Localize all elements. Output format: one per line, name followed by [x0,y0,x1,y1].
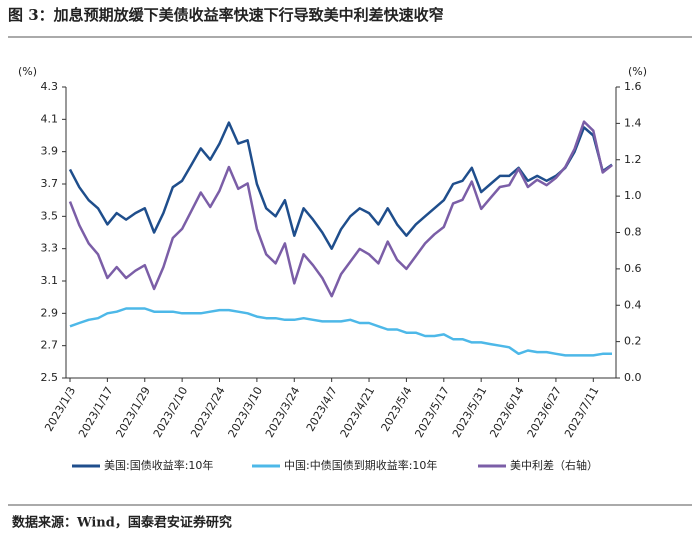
y2-tick-label: 0.4 [624,298,642,311]
legend-label: 中国:中债国债到期收益率:10年 [284,458,437,472]
y2-tick-label: 0.0 [624,371,642,384]
x-tick-label: 2023/5/17 [413,385,452,440]
x-tick-label: 2023/6/14 [487,385,526,440]
x-tick-label: 2023/5/31 [450,385,489,440]
y-tick-label: 4.3 [41,80,59,93]
x-tick-label: 2023/4/7 [304,385,340,434]
y2-tick-label: 1.6 [624,80,642,93]
y-tick-label: 2.9 [41,306,59,319]
series-line [69,307,612,357]
y2-tick-label: 0.2 [624,335,642,348]
y-tick-label: 3.9 [41,145,59,158]
x-tick-label: 2023/1/17 [76,385,115,440]
y2-tick-label: 0.6 [624,262,642,275]
chart-title: 图 3：加息预期放缓下美债收益率快速下行导致美中利差快速收窄 [8,6,444,24]
x-tick-label: 2023/3/24 [263,385,302,440]
x-tick-label: 2023/5/4 [379,385,415,434]
y-tick-label: 3.1 [41,274,59,287]
y-tick-label: 2.7 [41,339,59,352]
x-tick-label: 2023/2/10 [151,385,190,440]
y-tick-label: 3.5 [41,209,59,222]
y-tick-label: 3.7 [41,177,59,190]
x-tick-label: 2023/2/24 [188,385,227,440]
legend-label: 美国:国债收益率:10年 [104,458,213,472]
x-tick-label: 2023/4/21 [338,385,377,440]
x-tick-label: 2023/6/27 [525,385,564,440]
y-tick-label: 4.1 [41,112,59,125]
x-tick-label: 2023/3/10 [226,385,265,440]
y2-tick-label: 0.8 [624,226,642,239]
x-tick-label: 2023/7/11 [562,385,601,440]
source: 数据来源：Wind，国泰君安证券研究 [12,515,232,531]
y2-tick-label: 1.4 [624,116,642,129]
series-line [68,120,613,298]
x-tick-label: 2023/1/3 [42,385,78,434]
legend-label: 美中利差（右轴） [510,458,598,472]
y-tick-label: 3.3 [41,242,59,255]
y2-unit: (%) [628,65,647,78]
y2-tick-label: 1.0 [624,189,642,202]
y2-tick-label: 1.2 [624,153,642,166]
y-tick-label: 2.5 [41,371,59,384]
x-tick-label: 2023/1/29 [113,385,152,440]
y-unit: (%) [18,65,37,78]
